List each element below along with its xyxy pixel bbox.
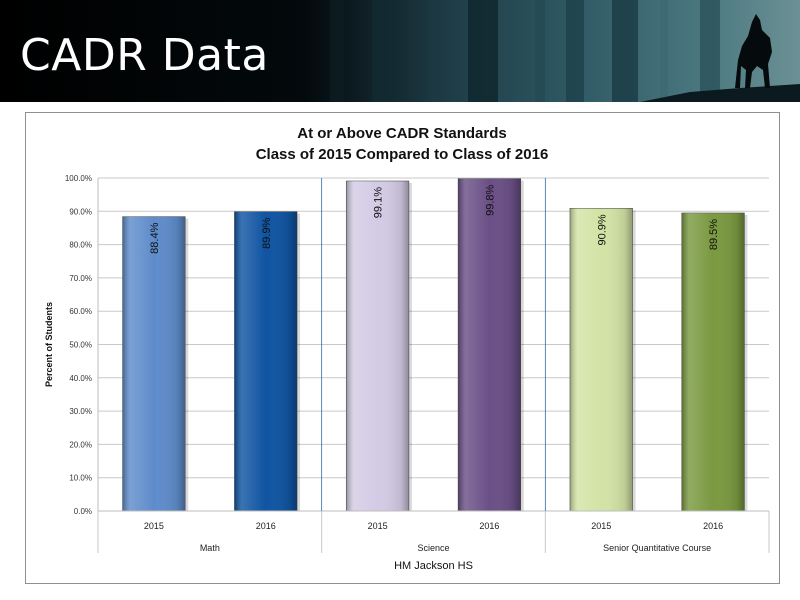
y-tick-label: 0.0%: [74, 507, 92, 516]
y-tick-label: 30.0%: [69, 407, 92, 416]
bar-bevel: [234, 211, 298, 511]
data-label: 89.5%: [708, 219, 720, 250]
x-category-label: 2015: [368, 521, 388, 531]
x-category-label: 2015: [591, 521, 611, 531]
y-tick-label: 60.0%: [69, 307, 92, 316]
x-category-label: 2015: [144, 521, 164, 531]
x-axis-title: HM Jackson HS: [394, 560, 473, 572]
y-tick-label: 50.0%: [69, 341, 92, 350]
header-banner: CADR Data: [0, 0, 800, 102]
data-label: 99.8%: [484, 184, 496, 215]
x-group-label: Science: [417, 543, 449, 553]
bar-bevel: [458, 178, 521, 511]
data-label: 89.9%: [261, 217, 273, 248]
data-label: 90.9%: [596, 214, 608, 245]
bar-bevel: [569, 208, 633, 511]
y-tick-label: 90.0%: [69, 207, 92, 216]
chart-title-line-1: At or Above CADR Standards: [297, 125, 506, 142]
bar-bevel: [681, 212, 745, 511]
x-group-label: Math: [200, 543, 220, 553]
slide-title: CADR Data: [20, 30, 269, 81]
y-tick-label: 20.0%: [69, 440, 92, 449]
chart-title-line-2: Class of 2015 Compared to Class of 2016: [256, 146, 549, 163]
bar-bevel: [346, 180, 409, 511]
data-label: 99.1%: [373, 187, 385, 218]
bar-chart: At or Above CADR Standards Class of 2015…: [44, 125, 770, 572]
y-axis-title: Percent of Students: [44, 302, 54, 387]
y-tick-label: 100.0%: [65, 174, 92, 183]
y-tick-label: 40.0%: [69, 374, 92, 383]
y-tick-label: 10.0%: [69, 474, 92, 483]
forest-wolf-image: [330, 0, 800, 102]
y-tick-label: 80.0%: [69, 241, 92, 250]
data-label: 88.4%: [149, 222, 161, 253]
x-category-label: 2016: [256, 521, 276, 531]
chart-container: At or Above CADR Standards Class of 2015…: [25, 112, 780, 584]
x-category-label: 2016: [703, 521, 723, 531]
x-category-label: 2016: [479, 521, 499, 531]
x-group-label: Senior Quantitative Course: [603, 543, 711, 553]
y-tick-label: 70.0%: [69, 274, 92, 283]
bar-bevel: [122, 216, 186, 511]
